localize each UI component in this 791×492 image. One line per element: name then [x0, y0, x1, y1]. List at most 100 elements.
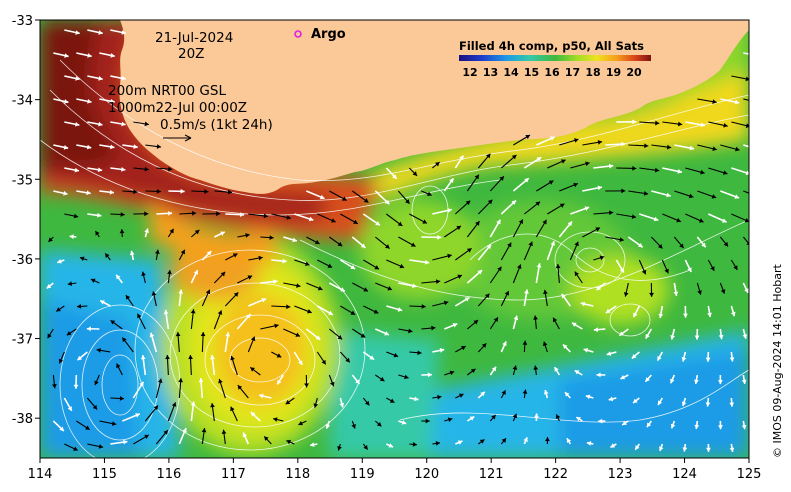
current-vector-200m	[145, 144, 162, 149]
current-vector-200m	[477, 342, 487, 353]
current-vector-200m	[524, 201, 541, 215]
current-vector-1000m	[444, 322, 458, 330]
current-vector-1000m	[512, 315, 519, 330]
current-vector-1000m	[466, 415, 475, 422]
colorbar-tick-label: 12	[462, 66, 477, 79]
current-vector-200m	[214, 189, 233, 195]
current-vector-1000m	[574, 369, 583, 376]
current-vector-200m	[340, 305, 356, 316]
current-vector-200m	[731, 213, 749, 223]
current-vector-200m	[522, 389, 528, 399]
current-vector-1000m	[224, 332, 231, 353]
current-vector-200m	[638, 259, 647, 275]
current-vector-200m	[144, 405, 159, 422]
current-vector-1000m	[375, 328, 390, 336]
current-vector-200m	[352, 190, 369, 203]
current-vector-200m	[649, 282, 654, 297]
current-vector-1000m	[168, 188, 185, 194]
current-vector-200m	[133, 166, 149, 172]
streamline-contour	[229, 337, 291, 383]
current-vector-200m	[145, 189, 161, 194]
current-vector-1000m	[64, 167, 80, 173]
current-vector-1000m	[596, 282, 606, 291]
current-vector-200m	[156, 166, 173, 172]
current-vector-200m	[466, 220, 480, 238]
current-vector-1000m	[593, 327, 606, 333]
current-vector-200m	[271, 304, 291, 310]
current-vector-200m	[351, 420, 356, 429]
current-vector-200m	[375, 236, 391, 249]
current-vector-200m	[628, 190, 649, 196]
current-vector-200m	[397, 190, 410, 205]
current-vector-200m	[96, 347, 111, 353]
current-vector-1000m	[596, 372, 606, 378]
current-vector-1000m	[316, 305, 334, 316]
current-vector-1000m	[305, 328, 321, 341]
current-vector-1000m	[87, 212, 102, 218]
current-vector-200m	[478, 439, 485, 445]
current-vector-200m	[605, 188, 626, 194]
colorbar-tick-label: 19	[606, 66, 621, 79]
current-vector-200m	[286, 439, 295, 445]
current-vector-1000m	[564, 391, 571, 399]
current-vector-1000m	[454, 296, 470, 307]
current-vector-1000m	[477, 244, 492, 261]
current-vector-1000m	[64, 121, 80, 127]
current-vector-1000m	[605, 305, 617, 314]
current-vector-1000m	[339, 397, 345, 408]
y-tick-label: -35	[12, 173, 33, 188]
current-vector-1000m	[536, 136, 555, 146]
current-vector-200m	[421, 418, 430, 424]
current-vector-1000m	[421, 234, 442, 240]
current-vector-200m	[224, 291, 239, 307]
current-vector-200m	[661, 259, 669, 274]
current-vector-1000m	[443, 177, 455, 192]
current-vector-1000m	[615, 259, 625, 274]
current-vector-1000m	[99, 299, 111, 307]
current-vector-200m	[316, 351, 327, 365]
current-vector-1000m	[63, 397, 73, 412]
current-vector-200m	[317, 259, 333, 269]
current-vector-1000m	[466, 269, 483, 284]
current-vector-200m	[155, 429, 169, 445]
current-vector-200m	[673, 236, 685, 249]
current-vector-200m	[582, 139, 603, 146]
current-vector-1000m	[309, 442, 318, 447]
current-vector-1000m	[570, 206, 590, 215]
current-vector-200m	[249, 366, 261, 376]
current-vector-1000m	[575, 416, 583, 422]
argo-marker-icon	[294, 30, 302, 38]
current-vector-200m	[285, 397, 295, 405]
current-vector-1000m	[140, 355, 147, 376]
current-vector-200m	[477, 153, 491, 169]
current-vector-1000m	[645, 328, 653, 339]
current-vector-1000m	[115, 274, 123, 284]
current-vector-1000m	[561, 293, 572, 307]
current-vector-200m	[500, 154, 517, 169]
current-vector-200m	[743, 98, 749, 101]
plot-frame	[39, 19, 750, 459]
current-vector-1000m	[190, 401, 196, 422]
current-vector-200m	[719, 236, 729, 247]
current-vector-1000m	[76, 351, 88, 361]
current-vector-200m	[398, 374, 409, 380]
current-vector-1000m	[156, 210, 173, 216]
current-vector-1000m	[432, 348, 445, 353]
current-vector-1000m	[639, 213, 659, 222]
current-vector-200m	[386, 259, 405, 269]
current-vector-200m	[743, 190, 749, 194]
current-vector-1000m	[580, 301, 594, 307]
current-vector-1000m	[398, 420, 407, 425]
current-vectors	[46, 29, 749, 453]
current-vector-200m	[639, 120, 660, 126]
current-vector-200m	[467, 368, 476, 376]
current-vector-200m	[547, 203, 565, 215]
current-vector-1000m	[534, 413, 539, 422]
current-vector-200m	[125, 294, 134, 307]
current-vector-200m	[374, 420, 382, 427]
current-vector-1000m	[489, 366, 497, 376]
current-vector-1000m	[742, 328, 748, 339]
current-vector-1000m	[374, 190, 390, 205]
current-vector-1000m	[122, 144, 138, 150]
current-vector-200m	[329, 328, 343, 340]
